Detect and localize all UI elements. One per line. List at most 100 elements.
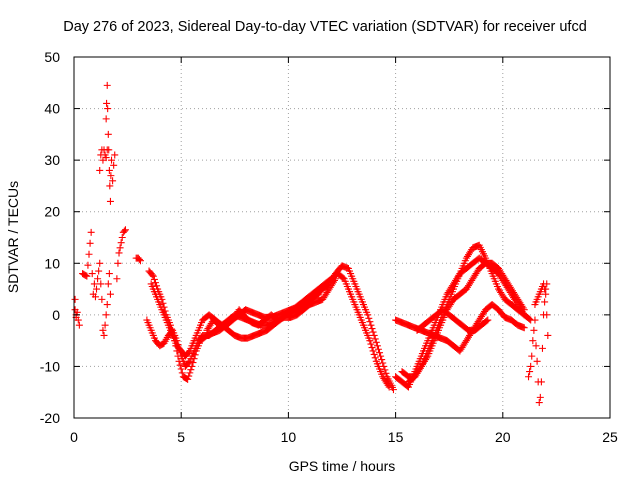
data-point <box>532 342 540 350</box>
y-tick-label: 0 <box>52 307 60 323</box>
data-point <box>385 383 393 391</box>
data-point <box>104 280 112 288</box>
data-point <box>332 275 340 283</box>
data-point <box>99 326 107 334</box>
data-point <box>368 325 376 333</box>
data-point <box>370 350 378 358</box>
data-point <box>110 161 118 169</box>
data-point <box>103 99 111 107</box>
data-point <box>373 342 381 350</box>
x-tick-label: 10 <box>281 429 297 445</box>
data-point <box>101 321 109 329</box>
data-point <box>115 249 123 257</box>
data-point <box>104 130 112 138</box>
data-point <box>366 318 374 326</box>
data-point <box>314 290 322 298</box>
data-point <box>376 349 384 357</box>
data-point <box>177 365 185 373</box>
data-point <box>104 105 112 113</box>
data-point <box>109 177 117 185</box>
data-point <box>544 331 552 339</box>
data-point <box>185 348 193 356</box>
data-point <box>540 280 548 288</box>
data-point <box>90 280 98 288</box>
data-point <box>175 344 183 352</box>
data-point <box>173 337 181 345</box>
data-point <box>519 310 527 318</box>
data-point <box>526 315 534 323</box>
y-tick-label: 10 <box>44 255 60 271</box>
data-point <box>106 197 114 205</box>
data-point <box>187 366 195 374</box>
data-point <box>100 331 108 339</box>
data-point <box>91 293 99 301</box>
data-point <box>94 275 102 283</box>
y-tick-label: -20 <box>40 410 60 426</box>
data-point <box>114 259 122 267</box>
data-point <box>378 356 386 364</box>
data-point <box>535 399 543 407</box>
data-point <box>102 154 110 162</box>
data-point <box>530 326 538 334</box>
data-point <box>83 272 91 280</box>
data-marks <box>71 81 552 407</box>
data-point <box>369 347 377 355</box>
data-point <box>313 291 321 299</box>
y-tick-label: -10 <box>40 358 60 374</box>
data-point <box>372 338 380 346</box>
data-point <box>389 386 397 394</box>
data-point <box>542 290 550 298</box>
data-point <box>368 344 376 352</box>
data-point <box>483 317 491 325</box>
x-axis-label: GPS time / hours <box>289 458 396 474</box>
data-point <box>84 261 92 269</box>
data-point <box>150 275 158 283</box>
data-point <box>527 362 535 370</box>
data-point <box>148 271 156 279</box>
data-point <box>536 393 544 401</box>
data-point <box>118 234 126 241</box>
data-point <box>176 361 184 369</box>
y-tick-label: 40 <box>44 101 60 117</box>
data-point <box>107 172 115 180</box>
data-point <box>106 290 114 298</box>
data-point <box>102 115 110 123</box>
data-point <box>519 304 527 312</box>
data-point <box>120 227 128 235</box>
y-axis-label: SDTVAR / TECUs <box>5 181 21 293</box>
data-point <box>111 151 119 159</box>
data-point <box>366 337 374 345</box>
data-point <box>377 352 385 360</box>
data-point <box>102 311 110 319</box>
data-point <box>95 267 103 275</box>
data-point <box>116 244 124 252</box>
data-point <box>98 295 106 303</box>
grid <box>74 57 610 418</box>
data-point <box>108 156 116 164</box>
x-tick-label: 0 <box>70 429 78 445</box>
axis-ticks <box>73 56 611 419</box>
data-point <box>520 306 528 314</box>
tick-labels: 0 5 10 15 20 25 -20 -10 0 10 20 30 40 50 <box>40 49 618 445</box>
data-point <box>71 295 79 303</box>
data-point <box>87 228 95 236</box>
data-point <box>384 381 392 389</box>
data-point <box>186 369 194 377</box>
data-point <box>103 301 111 309</box>
data-point <box>105 270 113 278</box>
data-point <box>82 272 90 280</box>
data-point <box>531 316 539 324</box>
data-point <box>185 359 193 367</box>
data-point <box>520 324 528 332</box>
chart-title: Day 276 of 2023, Sidereal Day-to-day VTE… <box>63 19 587 35</box>
data-point <box>374 345 382 353</box>
plot-frame <box>73 56 611 419</box>
data-point <box>106 182 114 190</box>
data-point <box>103 81 111 89</box>
data-point <box>185 372 193 380</box>
data-point <box>370 331 378 339</box>
data-point <box>371 335 379 343</box>
x-tick-label: 25 <box>602 429 618 445</box>
data-point <box>365 314 373 322</box>
data-point <box>174 341 182 349</box>
